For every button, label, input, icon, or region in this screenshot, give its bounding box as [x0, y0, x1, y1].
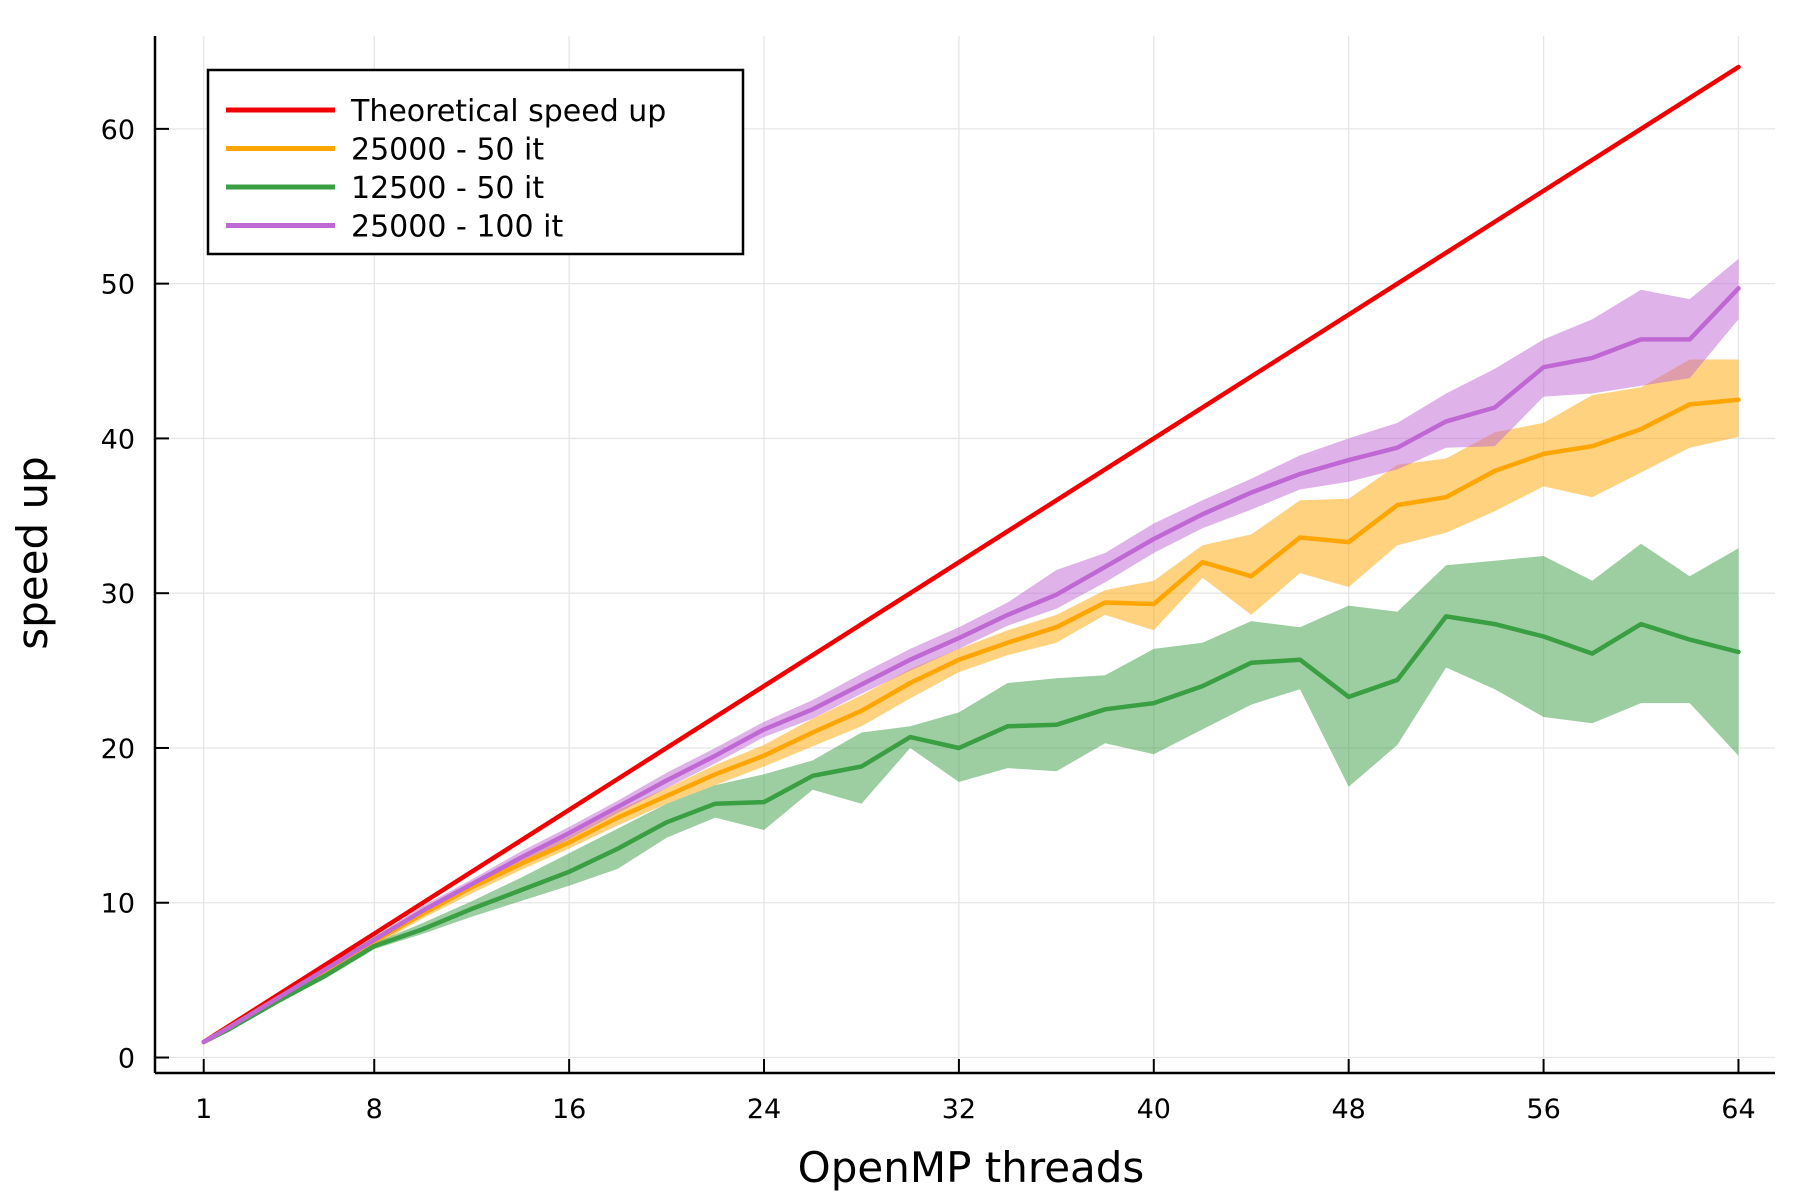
legend-label: 25000 - 50 it	[351, 133, 544, 168]
x-tick-label: 56	[1526, 1094, 1560, 1125]
y-tick-label: 50	[101, 270, 135, 301]
series-band-2	[203, 543, 1739, 1042]
series-line-0	[201, 64, 1741, 1045]
x-tick-label: 24	[747, 1094, 781, 1125]
x-tick-label: 16	[552, 1094, 586, 1125]
series-band-3	[203, 258, 1739, 1042]
series-line-3	[201, 286, 1741, 1045]
axes	[153, 36, 1775, 1075]
legend-label: 12500 - 50 it	[351, 171, 544, 206]
legend-label: 25000 - 100 it	[351, 210, 563, 245]
x-tick-label: 8	[366, 1094, 383, 1125]
series-lines	[201, 64, 1741, 1045]
x-tick-label: 64	[1721, 1094, 1755, 1125]
x-tick-label: 40	[1137, 1094, 1171, 1125]
error-bands	[203, 258, 1739, 1042]
y-tick-label: 30	[101, 579, 135, 610]
y-tick-label: 20	[101, 734, 135, 765]
series-line-2	[201, 614, 1741, 1045]
series-band-1	[203, 359, 1739, 1042]
y-axis-title: speed up	[8, 456, 57, 650]
series-line-1	[201, 397, 1741, 1045]
legend-label: Theoretical speed up	[350, 94, 666, 129]
y-tick-label: 10	[101, 889, 135, 920]
tick-labels: 1 8 16 24 32 40 48 56 64 0 10 20 30 40 50 60	[101, 115, 1756, 1125]
y-tick-label: 40	[101, 424, 135, 455]
y-tick-label: 0	[118, 1044, 135, 1075]
y-tick-label: 60	[101, 115, 135, 146]
x-tick-label: 1	[195, 1094, 212, 1125]
x-tick-label: 48	[1332, 1094, 1366, 1125]
x-axis-title: OpenMP threads	[798, 1143, 1145, 1192]
x-tick-label: 32	[942, 1094, 976, 1125]
